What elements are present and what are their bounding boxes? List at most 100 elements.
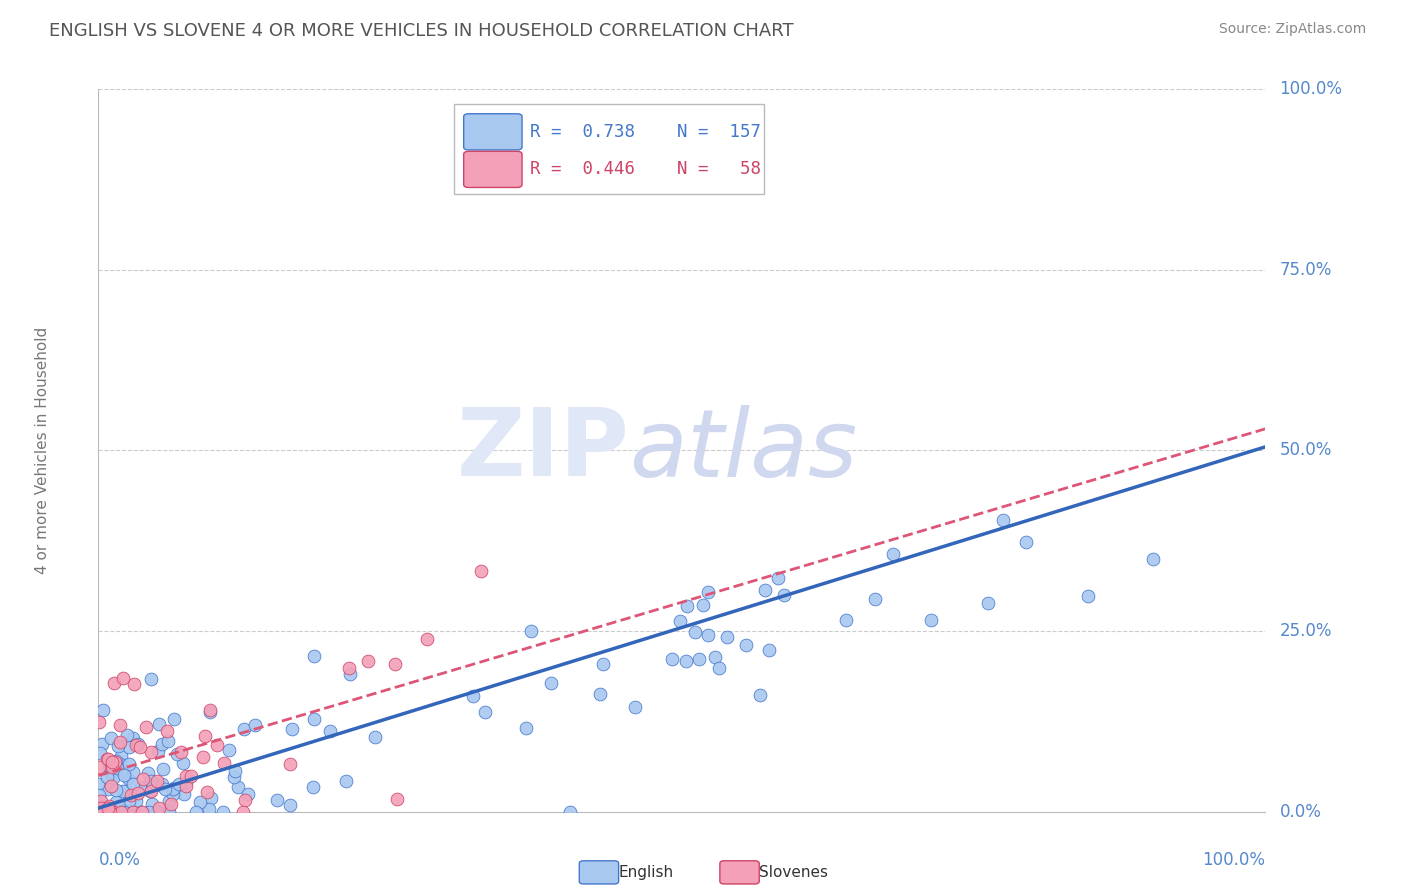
Point [319, 723, 342, 738]
FancyBboxPatch shape [464, 152, 522, 187]
Text: R =  0.446    N =   58: R = 0.446 N = 58 [530, 161, 761, 178]
Point [232, 805, 254, 819]
Point [194, 729, 217, 743]
Point [150, 777, 173, 791]
Point [103, 805, 125, 819]
Point [688, 652, 710, 666]
Point [146, 773, 169, 788]
Point [91, 737, 114, 751]
Text: Slovenes: Slovenes [759, 865, 828, 880]
Point [243, 718, 266, 732]
Point [107, 739, 129, 753]
Point [124, 794, 146, 808]
Point [697, 584, 720, 599]
Point [169, 745, 191, 759]
Point [108, 799, 131, 814]
Point [212, 805, 235, 819]
Point [115, 805, 138, 819]
Point [661, 652, 683, 666]
Point [882, 547, 904, 561]
Text: 100.0%: 100.0% [1279, 80, 1343, 98]
Point [135, 720, 157, 734]
Point [101, 805, 124, 819]
Text: 0.0%: 0.0% [1279, 803, 1322, 821]
Point [114, 784, 136, 798]
Point [131, 805, 153, 819]
Point [384, 657, 406, 671]
Point [200, 791, 222, 805]
FancyBboxPatch shape [464, 114, 522, 150]
Point [90, 805, 112, 819]
Point [122, 765, 145, 780]
Point [222, 770, 245, 784]
Point [90, 805, 112, 819]
Point [302, 649, 325, 664]
Point [385, 792, 408, 806]
Point [163, 712, 186, 726]
Point [122, 731, 145, 745]
Text: 4 or more Vehicles in Household: 4 or more Vehicles in Household [35, 326, 49, 574]
Point [117, 805, 139, 819]
Point [749, 688, 772, 702]
Point [94, 805, 117, 819]
Point [180, 768, 202, 782]
Point [90, 805, 112, 819]
Point [87, 805, 110, 819]
Point [112, 768, 135, 782]
Point [122, 776, 145, 790]
Point [865, 591, 887, 606]
Point [87, 714, 110, 729]
Point [520, 624, 543, 638]
Point [115, 805, 138, 819]
Point [146, 805, 169, 819]
Point [773, 588, 796, 602]
Text: English: English [619, 865, 673, 880]
Point [97, 781, 120, 796]
Point [117, 794, 139, 808]
Point [122, 805, 145, 819]
Point [120, 788, 142, 802]
Text: 25.0%: 25.0% [1279, 622, 1331, 640]
Point [100, 779, 122, 793]
Point [157, 794, 180, 808]
Point [118, 805, 141, 819]
Point [97, 799, 120, 814]
Point [118, 757, 141, 772]
Point [117, 771, 139, 785]
Point [114, 805, 136, 819]
Point [592, 657, 614, 672]
Point [337, 661, 360, 675]
Point [228, 780, 250, 795]
Point [685, 625, 707, 640]
Point [139, 774, 162, 789]
Point [697, 628, 720, 642]
Point [734, 638, 756, 652]
Point [120, 804, 142, 818]
Point [232, 723, 254, 737]
Point [104, 755, 127, 769]
Point [94, 805, 117, 819]
Point [200, 705, 222, 719]
Text: 50.0%: 50.0% [1279, 442, 1331, 459]
Point [704, 649, 727, 664]
Point [191, 750, 214, 764]
Point [129, 805, 152, 819]
Point [89, 747, 111, 761]
Point [416, 632, 439, 647]
Point [214, 756, 236, 771]
Point [707, 661, 730, 675]
Point [977, 596, 1000, 610]
Point [97, 752, 120, 766]
Point [675, 655, 697, 669]
Point [302, 713, 325, 727]
Point [103, 805, 125, 819]
Point [103, 771, 125, 785]
Point [148, 744, 170, 758]
Point [139, 784, 162, 798]
Point [117, 728, 139, 742]
Point [474, 705, 496, 719]
Point [90, 794, 112, 808]
Point [167, 777, 190, 791]
Point [97, 801, 120, 815]
Point [278, 798, 301, 813]
